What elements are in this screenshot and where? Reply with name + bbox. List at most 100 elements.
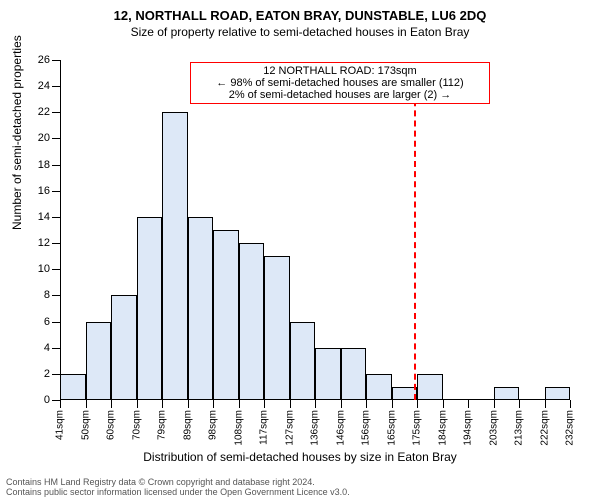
x-tick bbox=[570, 400, 571, 408]
x-tick-label: 79sqm bbox=[157, 410, 168, 440]
histogram-bar bbox=[494, 387, 520, 400]
x-tick bbox=[366, 400, 367, 408]
y-tick-label: 22 bbox=[38, 106, 50, 118]
histogram-bar bbox=[341, 348, 367, 400]
chart-container: 12, NORTHALL ROAD, EATON BRAY, DUNSTABLE… bbox=[0, 0, 600, 500]
x-tick-label: 98sqm bbox=[208, 410, 219, 440]
plot-area: 0246810121416182022242641sqm50sqm60sqm70… bbox=[60, 60, 570, 400]
x-tick bbox=[239, 400, 240, 408]
x-tick bbox=[111, 400, 112, 408]
y-tick bbox=[52, 374, 60, 375]
histogram-bar bbox=[86, 322, 112, 400]
chart-title: 12, NORTHALL ROAD, EATON BRAY, DUNSTABLE… bbox=[0, 0, 600, 23]
y-tick-label: 8 bbox=[44, 289, 50, 301]
x-tick-label: 203sqm bbox=[488, 410, 499, 446]
footer: Contains HM Land Registry data © Crown c… bbox=[6, 478, 350, 498]
x-tick-label: 213sqm bbox=[514, 410, 525, 446]
x-tick-label: 194sqm bbox=[463, 410, 474, 446]
y-axis-label: Number of semi-detached properties bbox=[10, 35, 24, 230]
histogram-bar bbox=[417, 374, 443, 400]
y-tick-label: 26 bbox=[38, 54, 50, 66]
histogram-bar bbox=[290, 322, 316, 400]
x-tick-label: 156sqm bbox=[361, 410, 372, 446]
x-tick-label: 89sqm bbox=[182, 410, 193, 440]
x-tick bbox=[443, 400, 444, 408]
histogram-bar bbox=[392, 387, 418, 400]
histogram-bar bbox=[60, 374, 86, 400]
footer-line-2: Contains public sector information licen… bbox=[6, 488, 350, 498]
y-tick-label: 0 bbox=[44, 394, 50, 406]
x-tick bbox=[341, 400, 342, 408]
x-tick bbox=[545, 400, 546, 408]
x-tick bbox=[213, 400, 214, 408]
x-tick bbox=[315, 400, 316, 408]
x-tick-label: 60sqm bbox=[106, 410, 117, 440]
annotation-line-3: 2% of semi-detached houses are larger (2… bbox=[197, 89, 483, 101]
y-tick bbox=[52, 322, 60, 323]
x-tick-label: 175sqm bbox=[412, 410, 423, 446]
x-tick bbox=[519, 400, 520, 408]
y-tick-label: 6 bbox=[44, 316, 50, 328]
y-tick bbox=[52, 243, 60, 244]
x-tick-label: 232sqm bbox=[565, 410, 576, 446]
x-tick-label: 108sqm bbox=[233, 410, 244, 446]
x-tick-label: 117sqm bbox=[259, 410, 270, 445]
y-tick bbox=[52, 112, 60, 113]
y-tick bbox=[52, 60, 60, 61]
chart-subtitle: Size of property relative to semi-detach… bbox=[0, 23, 600, 39]
histogram-bar bbox=[239, 243, 265, 400]
x-tick bbox=[86, 400, 87, 408]
histogram-bar bbox=[366, 374, 392, 400]
histogram-bar bbox=[162, 112, 188, 400]
x-tick-label: 50sqm bbox=[80, 410, 91, 440]
x-tick bbox=[162, 400, 163, 408]
x-tick-label: 127sqm bbox=[284, 410, 295, 446]
y-tick-label: 10 bbox=[38, 263, 50, 275]
y-tick-label: 2 bbox=[44, 368, 50, 380]
x-tick bbox=[392, 400, 393, 408]
x-tick bbox=[264, 400, 265, 408]
x-tick-label: 41sqm bbox=[55, 410, 66, 440]
x-tick bbox=[137, 400, 138, 408]
y-tick-label: 18 bbox=[38, 159, 50, 171]
y-tick bbox=[52, 295, 60, 296]
histogram-bar bbox=[137, 217, 163, 400]
y-tick bbox=[52, 191, 60, 192]
y-tick bbox=[52, 165, 60, 166]
x-tick-label: 165sqm bbox=[386, 410, 397, 446]
x-tick-label: 70sqm bbox=[131, 410, 142, 440]
y-tick bbox=[52, 400, 60, 401]
x-tick-label: 184sqm bbox=[437, 410, 448, 446]
y-tick bbox=[52, 348, 60, 349]
x-tick bbox=[60, 400, 61, 408]
histogram-bar bbox=[545, 387, 571, 400]
x-tick bbox=[494, 400, 495, 408]
x-tick bbox=[290, 400, 291, 408]
y-tick-label: 4 bbox=[44, 342, 50, 354]
y-tick-label: 24 bbox=[38, 80, 50, 92]
x-tick bbox=[188, 400, 189, 408]
y-tick bbox=[52, 86, 60, 87]
x-tick-label: 146sqm bbox=[335, 410, 346, 446]
annotation-box: 12 NORTHALL ROAD: 173sqm← 98% of semi-de… bbox=[190, 62, 490, 104]
x-tick bbox=[417, 400, 418, 408]
histogram-bar bbox=[188, 217, 214, 400]
annotation-line-2: ← 98% of semi-detached houses are smalle… bbox=[197, 77, 483, 89]
histogram-bar bbox=[213, 230, 239, 400]
histogram-bar bbox=[264, 256, 290, 400]
x-axis-label: Distribution of semi-detached houses by … bbox=[0, 450, 600, 464]
x-tick bbox=[468, 400, 469, 408]
y-tick-label: 20 bbox=[38, 132, 50, 144]
y-tick bbox=[52, 269, 60, 270]
annotation-line-1: 12 NORTHALL ROAD: 173sqm bbox=[197, 65, 483, 77]
y-tick-label: 12 bbox=[38, 237, 50, 249]
y-tick bbox=[52, 138, 60, 139]
x-tick-label: 222sqm bbox=[539, 410, 550, 446]
histogram-bar bbox=[315, 348, 341, 400]
marker-line bbox=[414, 80, 416, 400]
y-tick bbox=[52, 217, 60, 218]
y-tick-label: 14 bbox=[38, 211, 50, 223]
histogram-bar bbox=[111, 295, 137, 400]
x-tick-label: 136sqm bbox=[310, 410, 321, 446]
y-tick-label: 16 bbox=[38, 185, 50, 197]
